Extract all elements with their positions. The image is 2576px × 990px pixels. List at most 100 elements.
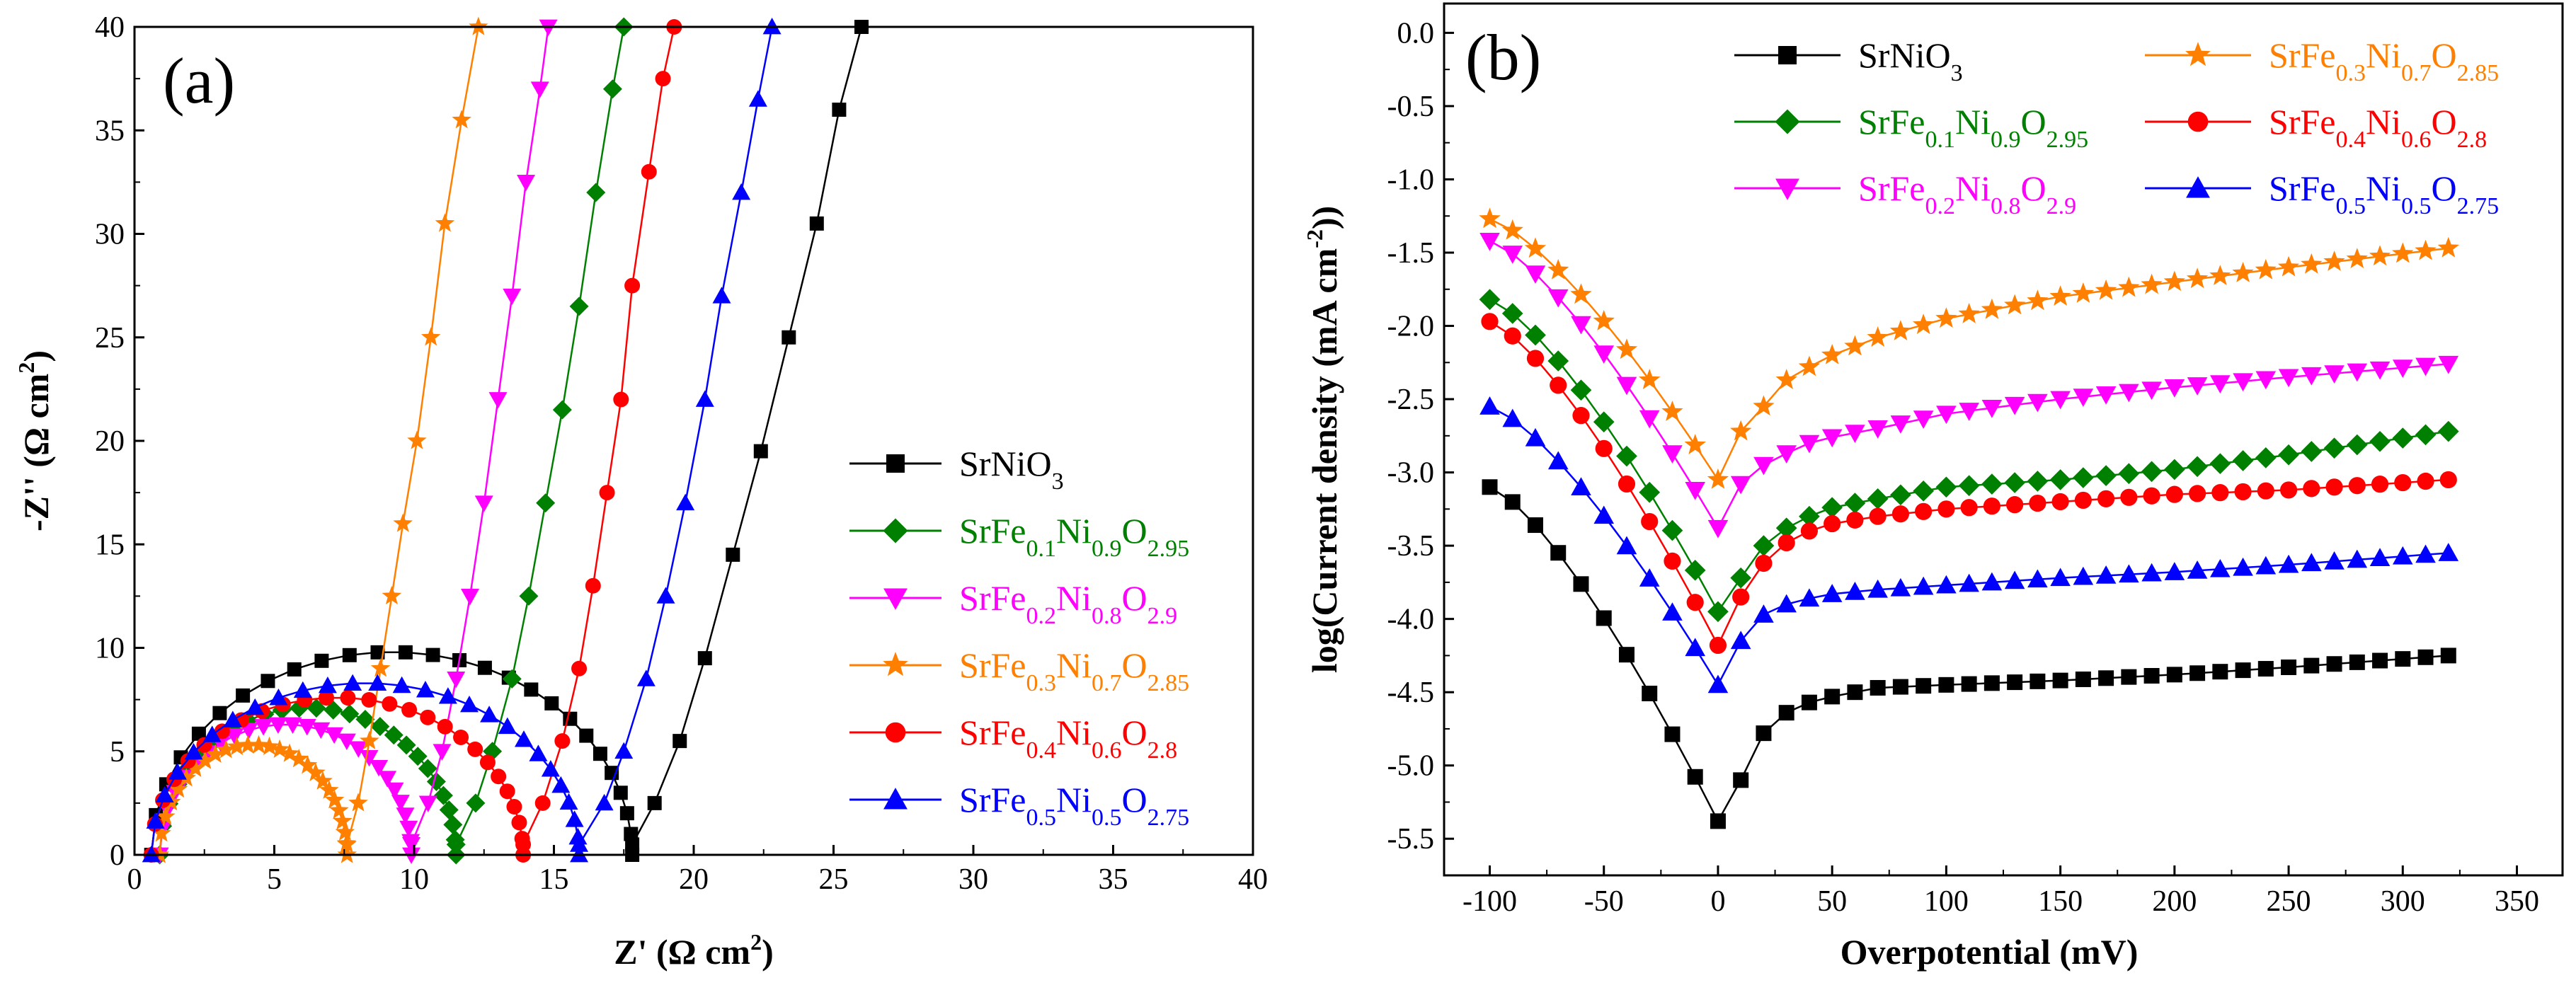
- data-point: [1662, 602, 1683, 621]
- x-tick-label: 5: [267, 863, 282, 896]
- data-point: [1618, 647, 1635, 663]
- data-point: [613, 785, 628, 800]
- data-point: [1869, 507, 1887, 525]
- data-point: [554, 733, 571, 749]
- legend-label: SrFe0.5Ni0.5O2.75: [2269, 168, 2499, 219]
- data-point: [1800, 522, 1819, 540]
- data-point: [1915, 502, 1933, 520]
- data-point: [1550, 545, 1567, 561]
- data-point: [1867, 420, 1888, 439]
- data-point: [370, 645, 385, 660]
- x-tick-label: 100: [1924, 885, 1969, 918]
- data-point: [2141, 273, 2163, 294]
- data-point: [1595, 439, 1613, 457]
- data-point: [1821, 429, 1843, 448]
- data-point: [2323, 251, 2345, 271]
- data-point: [340, 690, 356, 706]
- data-point: [1502, 408, 1523, 427]
- data-point: [2074, 491, 2092, 510]
- x-tick-label: 0: [1710, 885, 1725, 918]
- chart-a: 0 5 10 15 20 25 30 35 40 0 5 10 15 20 25 30 35 40 (a) Z'…: [13, 11, 1268, 972]
- chart-b-y-axis-title: log(Current density (mA cm-2)): [1302, 206, 1344, 673]
- data-point: [1958, 475, 1980, 497]
- data-point: [401, 702, 418, 718]
- data-point: [2233, 373, 2253, 392]
- data-point: [1845, 582, 1865, 600]
- data-point: [1960, 499, 1978, 517]
- data-point: [407, 430, 427, 449]
- x-tick-label: 150: [2038, 885, 2083, 918]
- legend-label: SrFe0.4Ni0.6O2.8: [2269, 102, 2487, 153]
- series-a-0: [144, 20, 869, 862]
- data-point: [2326, 656, 2342, 672]
- data-point: [216, 739, 236, 759]
- data-point: [1616, 536, 1637, 555]
- data-point: [1684, 434, 1706, 454]
- data-point: [2027, 393, 2048, 413]
- data-point: [340, 704, 360, 724]
- data-point: [325, 727, 344, 744]
- data-point: [1570, 379, 1592, 401]
- data-point: [2415, 544, 2436, 563]
- data-point: [732, 183, 751, 200]
- data-point: [1733, 772, 1749, 788]
- legend-label: SrFe0.1Ni0.9O2.95: [1858, 102, 2088, 153]
- data-point: [314, 653, 329, 668]
- data-point: [782, 330, 796, 345]
- data-point: [1479, 396, 1500, 415]
- data-point: [2004, 472, 2025, 493]
- data-point: [1707, 519, 1729, 539]
- data-point: [1799, 434, 1820, 454]
- data-point: [1983, 497, 2000, 515]
- legend-label: SrFe0.3Ni0.7O2.85: [959, 645, 1189, 696]
- data-point: [370, 658, 391, 677]
- data-point: [1707, 468, 1729, 489]
- data-point: [2141, 381, 2162, 401]
- data-point: [439, 800, 459, 819]
- data-point: [2255, 258, 2277, 280]
- data-point: [297, 719, 316, 736]
- data-point: [1753, 395, 1775, 416]
- data-point: [408, 747, 428, 766]
- data-point: [1616, 376, 1637, 396]
- data-point: [311, 722, 331, 739]
- data-point: [268, 717, 287, 735]
- data-point: [2439, 471, 2457, 489]
- data-point: [2372, 652, 2388, 669]
- data-point: [236, 688, 251, 703]
- data-point: [246, 698, 265, 715]
- data-point: [151, 823, 171, 842]
- data-point: [2051, 493, 2069, 511]
- data-point: [511, 815, 527, 831]
- data-point: [437, 718, 453, 735]
- data-point: [329, 800, 349, 819]
- data-point: [2279, 481, 2298, 499]
- y-tick-label: 15: [95, 529, 125, 561]
- data-point: [1684, 559, 1706, 581]
- data-point: [2029, 494, 2047, 512]
- data-point: [2392, 546, 2413, 565]
- data-point: [1913, 410, 1934, 429]
- data-point: [2255, 447, 2277, 468]
- data-point: [551, 776, 571, 793]
- data-point: [1756, 725, 1772, 742]
- data-point: [1824, 514, 1841, 533]
- data-point: [1730, 567, 1752, 589]
- data-point: [2164, 562, 2185, 580]
- y-tick-label: -5.5: [1387, 823, 1435, 856]
- data-point: [2165, 485, 2183, 503]
- data-point: [348, 793, 368, 812]
- data-point: [461, 588, 479, 606]
- data-point: [712, 287, 731, 304]
- data-point: [602, 79, 622, 99]
- data-point: [2257, 482, 2274, 500]
- data-point: [1867, 579, 1888, 598]
- chart-b-series: [1479, 207, 2459, 829]
- data-point: [2095, 565, 2117, 584]
- data-point: [655, 71, 671, 87]
- data-point: [559, 793, 578, 810]
- data-point: [466, 793, 486, 813]
- data-point: [2209, 265, 2231, 285]
- data-point: [641, 163, 657, 180]
